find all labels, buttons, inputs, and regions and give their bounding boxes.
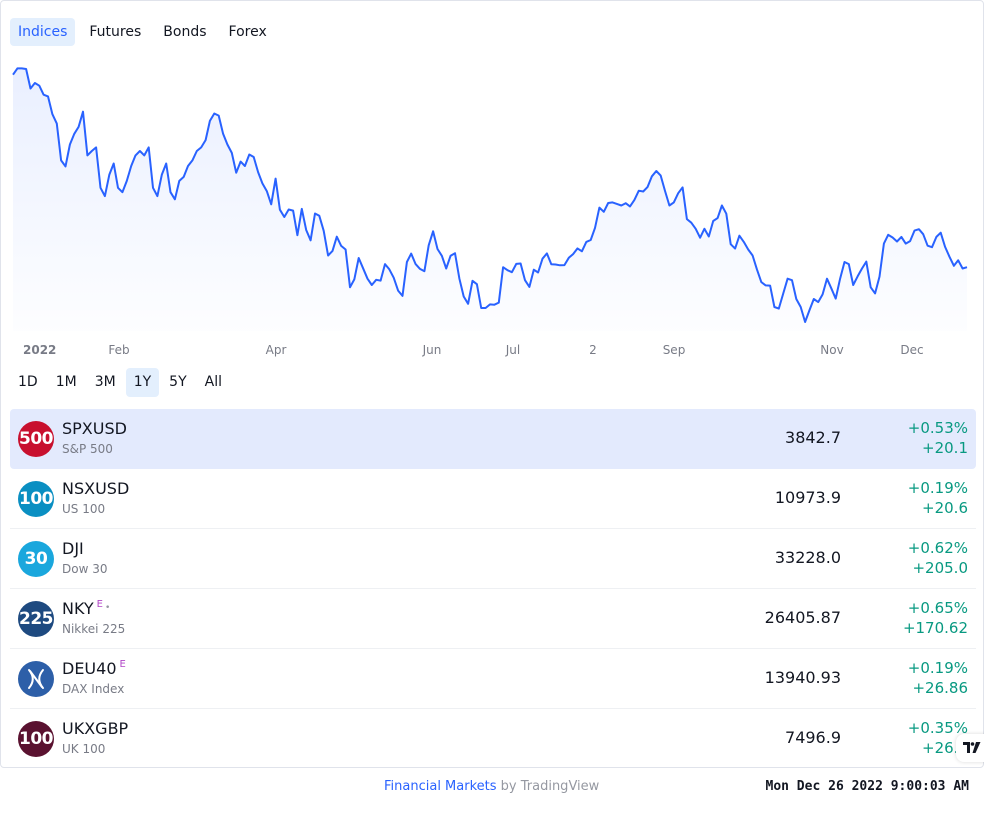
symbol-price: 33228.0 [774,548,841,567]
range-1y-button[interactable]: 1Y [125,368,160,397]
symbol-ticker: DEU40 [62,659,117,678]
symbol-change-absolute: +20.1 [922,439,968,457]
symbol-price: 3842.7 [785,428,841,447]
timestamp: Mon Dec 26 2022 9:00:03 AM [765,779,970,794]
footer: Financial Markets by TradingView Mon Dec… [0,779,984,799]
x-tick-label: 2 [589,343,597,357]
dax-cross-icon [28,669,44,689]
tradingview-logo-icon [963,742,981,753]
symbol-price: 13940.93 [764,668,841,687]
symbol-name: UKXGBP [62,719,128,738]
by-tradingview-text: by TradingView [496,779,600,794]
tab-futures[interactable]: Futures [89,24,142,40]
range-all-button[interactable]: All [204,374,222,390]
symbol-ticker: DJI [62,539,84,558]
symbol-name: NKY E • [62,599,110,618]
symbol-change-percent: +0.35% [907,719,968,737]
symbol-change-absolute: +205.0 [912,559,968,577]
market-status-dot: • [105,603,111,613]
symbol-logo: 225 [18,601,54,637]
dax-logo-icon [18,661,54,697]
symbol-row-nsxusd[interactable]: 100 NSXUSD US 100 10973.9 +0.19% +20.6 [10,469,976,529]
symbol-description: S&P 500 [62,442,113,456]
symbol-logo: 500 [18,421,54,457]
symbol-change-percent: +0.19% [907,479,968,497]
symbol-description: US 100 [62,502,106,516]
symbol-row-ukxgbp[interactable]: 100 UKXGBP UK 100 7496.9 +0.35% +26.7 [10,709,976,769]
tradingview-logo-button[interactable] [956,734,984,762]
range-1m-button[interactable]: 1M [55,374,77,390]
symbol-ticker: NKY [62,599,94,618]
symbol-list: 500 SPXUSD S&P 500 3842.7 +0.53% +20.1 1… [10,409,976,769]
symbol-change-absolute: +20.6 [922,499,968,517]
exchange-badge: E [119,659,126,670]
symbol-change-absolute: +170.62 [902,619,968,637]
symbol-change-absolute: +26.86 [912,679,968,697]
symbol-description: Nikkei 225 [62,622,126,636]
market-tabs: Indices Futures Bonds Forex [10,18,275,46]
symbol-description: DAX Index [62,682,125,696]
symbol-logo: 30 [18,541,54,577]
range-1d-button[interactable]: 1D [18,374,38,390]
x-tick-label: Jul [505,343,521,357]
symbol-logo: 100 [18,481,54,517]
symbol-name: DEU40 E [62,659,126,678]
symbol-ticker: UKXGBP [62,719,129,738]
market-overview-widget: Indices Futures Bonds Forex 2022 Feb Apr… [0,0,984,768]
x-tick-label: Apr [265,343,287,357]
symbol-change-percent: +0.62% [907,539,968,557]
symbol-row-deu40[interactable]: DEU40 E DAX Index 13940.93 +0.19% +26.86 [10,649,976,709]
symbol-price: 7496.9 [785,728,841,747]
chart-price-line [12,67,968,323]
chart-area-fill [13,68,967,332]
exchange-badge: E [96,599,103,610]
symbol-name: NSXUSD [62,479,129,498]
symbol-name: DJI [62,539,84,558]
symbol-name: SPXUSD [62,419,127,438]
symbol-ticker: NSXUSD [62,479,130,498]
symbol-price: 10973.9 [774,488,841,507]
range-5y-button[interactable]: 5Y [169,374,187,390]
footer-brand: Financial Markets by TradingView [384,779,599,794]
x-tick-label: 2022 [23,343,57,357]
tab-forex[interactable]: Forex [228,24,267,40]
symbol-change-percent: +0.65% [907,599,968,617]
price-chart-svg [12,67,968,332]
range-selector: 1D 1M 3M 1Y 5Y All [10,368,230,397]
tab-bonds[interactable]: Bonds [163,24,207,40]
symbol-row-dji[interactable]: 30 DJI Dow 30 33228.0 +0.62% +205.0 [10,529,976,589]
symbol-row-spxusd[interactable]: 500 SPXUSD S&P 500 3842.7 +0.53% +20.1 [10,409,976,469]
x-tick-label: Feb [108,343,130,357]
symbol-logo: 100 [18,721,54,757]
x-tick-label: Dec [900,343,924,357]
price-chart[interactable]: 2022 Feb Apr Jun Jul 2 Sep Nov Dec [1,51,984,361]
symbol-price: 26405.87 [764,608,841,627]
symbol-change-percent: +0.19% [907,659,968,677]
symbol-description: UK 100 [62,742,106,756]
x-tick-label: Jun [422,343,442,357]
symbol-row-nky[interactable]: 225 NKY E • Nikkei 225 26405.87 +0.65% +17… [10,589,976,649]
symbol-change-percent: +0.53% [907,419,968,437]
x-tick-label: Sep [662,343,686,357]
symbol-description: Dow 30 [62,562,108,576]
range-3m-button[interactable]: 3M [94,374,116,390]
x-tick-label: Nov [820,343,844,357]
financial-markets-link[interactable]: Financial Markets [384,779,497,794]
tab-indices[interactable]: Indices [10,18,76,46]
symbol-ticker: SPXUSD [62,419,127,438]
